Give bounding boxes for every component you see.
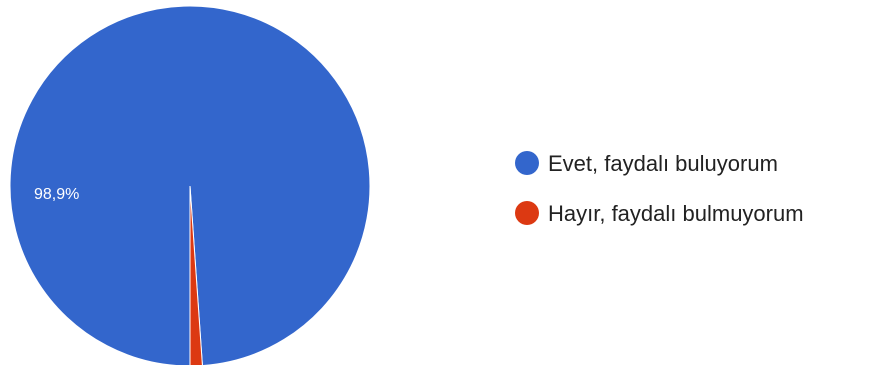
slice-value-label-1: 98,9% <box>34 186 79 203</box>
pie-slices <box>9 5 371 365</box>
pie-slice-1 <box>9 5 371 365</box>
legend-label-2: Hayır, faydalı bulmuyorum <box>548 201 804 226</box>
legend: Evet, faydalı buluyorum Hayır, faydalı bu… <box>515 151 804 226</box>
pie-slice-2 <box>189 185 203 365</box>
legend-label-1: Evet, faydalı buluyorum <box>548 151 778 176</box>
slice-labels: 98,9% <box>34 186 79 203</box>
legend-marker-1 <box>515 151 539 175</box>
legend-marker-2 <box>515 201 539 225</box>
